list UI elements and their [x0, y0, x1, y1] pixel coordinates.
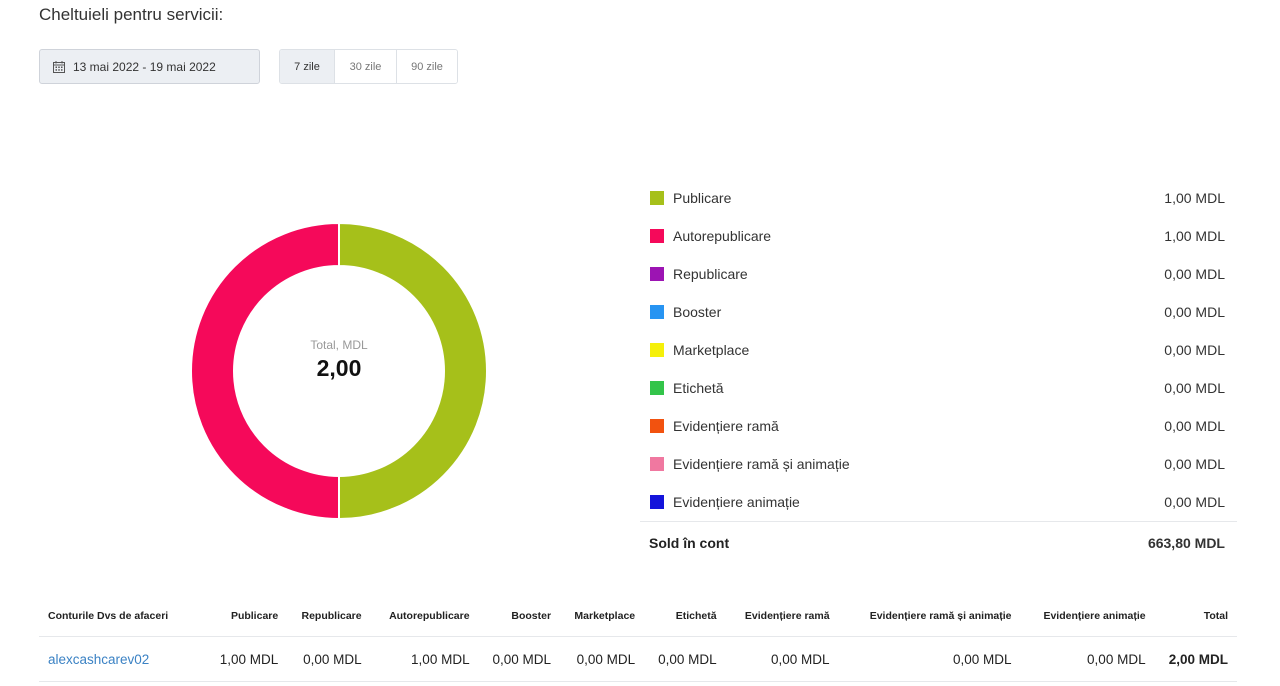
range-90-days-button[interactable]: 90 zile [397, 50, 457, 83]
account-balance-row: Sold în cont 663,80 MDL [640, 521, 1237, 564]
legend-swatch [650, 419, 664, 433]
legend-swatch [650, 191, 664, 205]
column-header: Etichetă [644, 596, 726, 637]
table-cell: 0,00 MDL [838, 636, 1021, 682]
legend-value: 0,00 MDL [1164, 494, 1225, 510]
donut-subtitle: Total, MDL [310, 338, 368, 352]
legend-swatch [650, 381, 664, 395]
table-cell: 0,00 MDL [560, 636, 645, 682]
legend-swatch [650, 305, 664, 319]
legend-label: Etichetă [673, 380, 724, 396]
legend-swatch [650, 457, 664, 471]
legend-item-autorepublicare: Autorepublicare 1,00 MDL [640, 217, 1237, 255]
date-range-picker[interactable]: 13 mai 2022 - 19 mai 2022 [39, 49, 260, 84]
legend-item-republicare: Republicare 0,00 MDL [640, 255, 1237, 293]
legend-value: 0,00 MDL [1164, 342, 1225, 358]
legend-label: Marketplace [673, 342, 750, 358]
table-cell: 0,00 MDL [725, 636, 839, 682]
range-30-days-button[interactable]: 30 zile [335, 50, 397, 83]
legend-item-booster: Booster 0,00 MDL [640, 293, 1237, 331]
legend-label: Autorepublicare [673, 228, 772, 244]
legend-item-evidentiere-animatie: Evidențiere animație 0,00 MDL [640, 483, 1237, 521]
legend-label: Booster [673, 304, 722, 320]
legend-value: 0,00 MDL [1164, 266, 1225, 282]
column-header: Marketplace [560, 596, 645, 637]
range-selector: 7 zile 30 zile 90 zile [279, 49, 458, 84]
table-cell: 0,00 MDL [287, 636, 371, 682]
donut-slice-2[interactable] [190, 221, 340, 521]
legend-value: 0,00 MDL [1164, 380, 1225, 396]
legend-value: 1,00 MDL [1164, 228, 1225, 244]
column-header: Conturile Dvs de afaceri [39, 596, 206, 637]
balance-label: Sold în cont [649, 535, 730, 551]
column-header: Publicare [205, 596, 288, 637]
table-header-row: Conturile Dvs de afaceri Publicare Repub… [39, 596, 1237, 637]
donut-total-value: 2,00 [316, 355, 362, 381]
legend-label: Evidențiere ramă și animație [673, 456, 850, 472]
row-total-cell: 2,00 MDL [1154, 636, 1237, 682]
legend-label: Evidențiere animație [673, 494, 800, 510]
legend-item-marketplace: Marketplace 0,00 MDL [640, 331, 1237, 369]
legend-value: 0,00 MDL [1164, 456, 1225, 472]
table-cell: 0,00 MDL [478, 636, 561, 682]
legend-swatch [650, 267, 664, 281]
range-7-days-button[interactable]: 7 zile [280, 50, 335, 83]
legend-swatch [650, 229, 664, 243]
donut-svg [190, 221, 488, 521]
legend-swatch [650, 495, 664, 509]
legend-label: Republicare [673, 266, 748, 282]
balance-value: 663,80 MDL [1147, 535, 1225, 551]
column-header: Total [1154, 596, 1237, 637]
calendar-icon [53, 60, 65, 73]
legend-item-evidentiere-rama: Evidențiere ramă 0,00 MDL [640, 407, 1237, 445]
legend-value: 0,00 MDL [1164, 418, 1225, 434]
account-link[interactable]: alexcashcarev02 [39, 636, 206, 682]
column-header: Evidențiere ramă [725, 596, 839, 637]
table-cell: 1,00 MDL [370, 636, 479, 682]
table-row: alexcashcarev02 1,00 MDL 0,00 MDL 1,00 M… [39, 636, 1237, 682]
legend-value: 0,00 MDL [1164, 304, 1225, 320]
table-cell: 0,00 MDL [1020, 636, 1155, 682]
accounts-table: Conturile Dvs de afaceri Publicare Repub… [39, 596, 1237, 682]
date-range-value: 13 mai 2022 - 19 mai 2022 [73, 59, 216, 74]
legend-item-eticheta: Etichetă 0,00 MDL [640, 369, 1237, 407]
legend-item-evidentiere-rama-animatie: Evidențiere ramă și animație 0,00 MDL [640, 445, 1237, 483]
table-cell: 1,00 MDL [205, 636, 288, 682]
chart-legend: Publicare 1,00 MDL Autorepublicare 1,00 … [640, 179, 1237, 564]
table-cell: 0,00 MDL [644, 636, 726, 682]
donut-chart: Total, MDL 2,00 [190, 221, 488, 521]
column-header: Evidențiere ramă și animație [838, 596, 1021, 637]
column-header: Evidențiere animație [1020, 596, 1155, 637]
legend-item-publicare: Publicare 1,00 MDL [640, 179, 1237, 217]
donut-slice-1[interactable] [338, 221, 488, 521]
column-header: Booster [478, 596, 561, 637]
legend-swatch [650, 343, 664, 357]
legend-value: 1,00 MDL [1164, 190, 1225, 206]
legend-label: Publicare [673, 190, 732, 206]
column-header: Republicare [287, 596, 371, 637]
legend-label: Evidențiere ramă [673, 418, 779, 434]
page-title: Cheltuieli pentru servicii: [39, 5, 224, 24]
column-header: Autorepublicare [370, 596, 479, 637]
